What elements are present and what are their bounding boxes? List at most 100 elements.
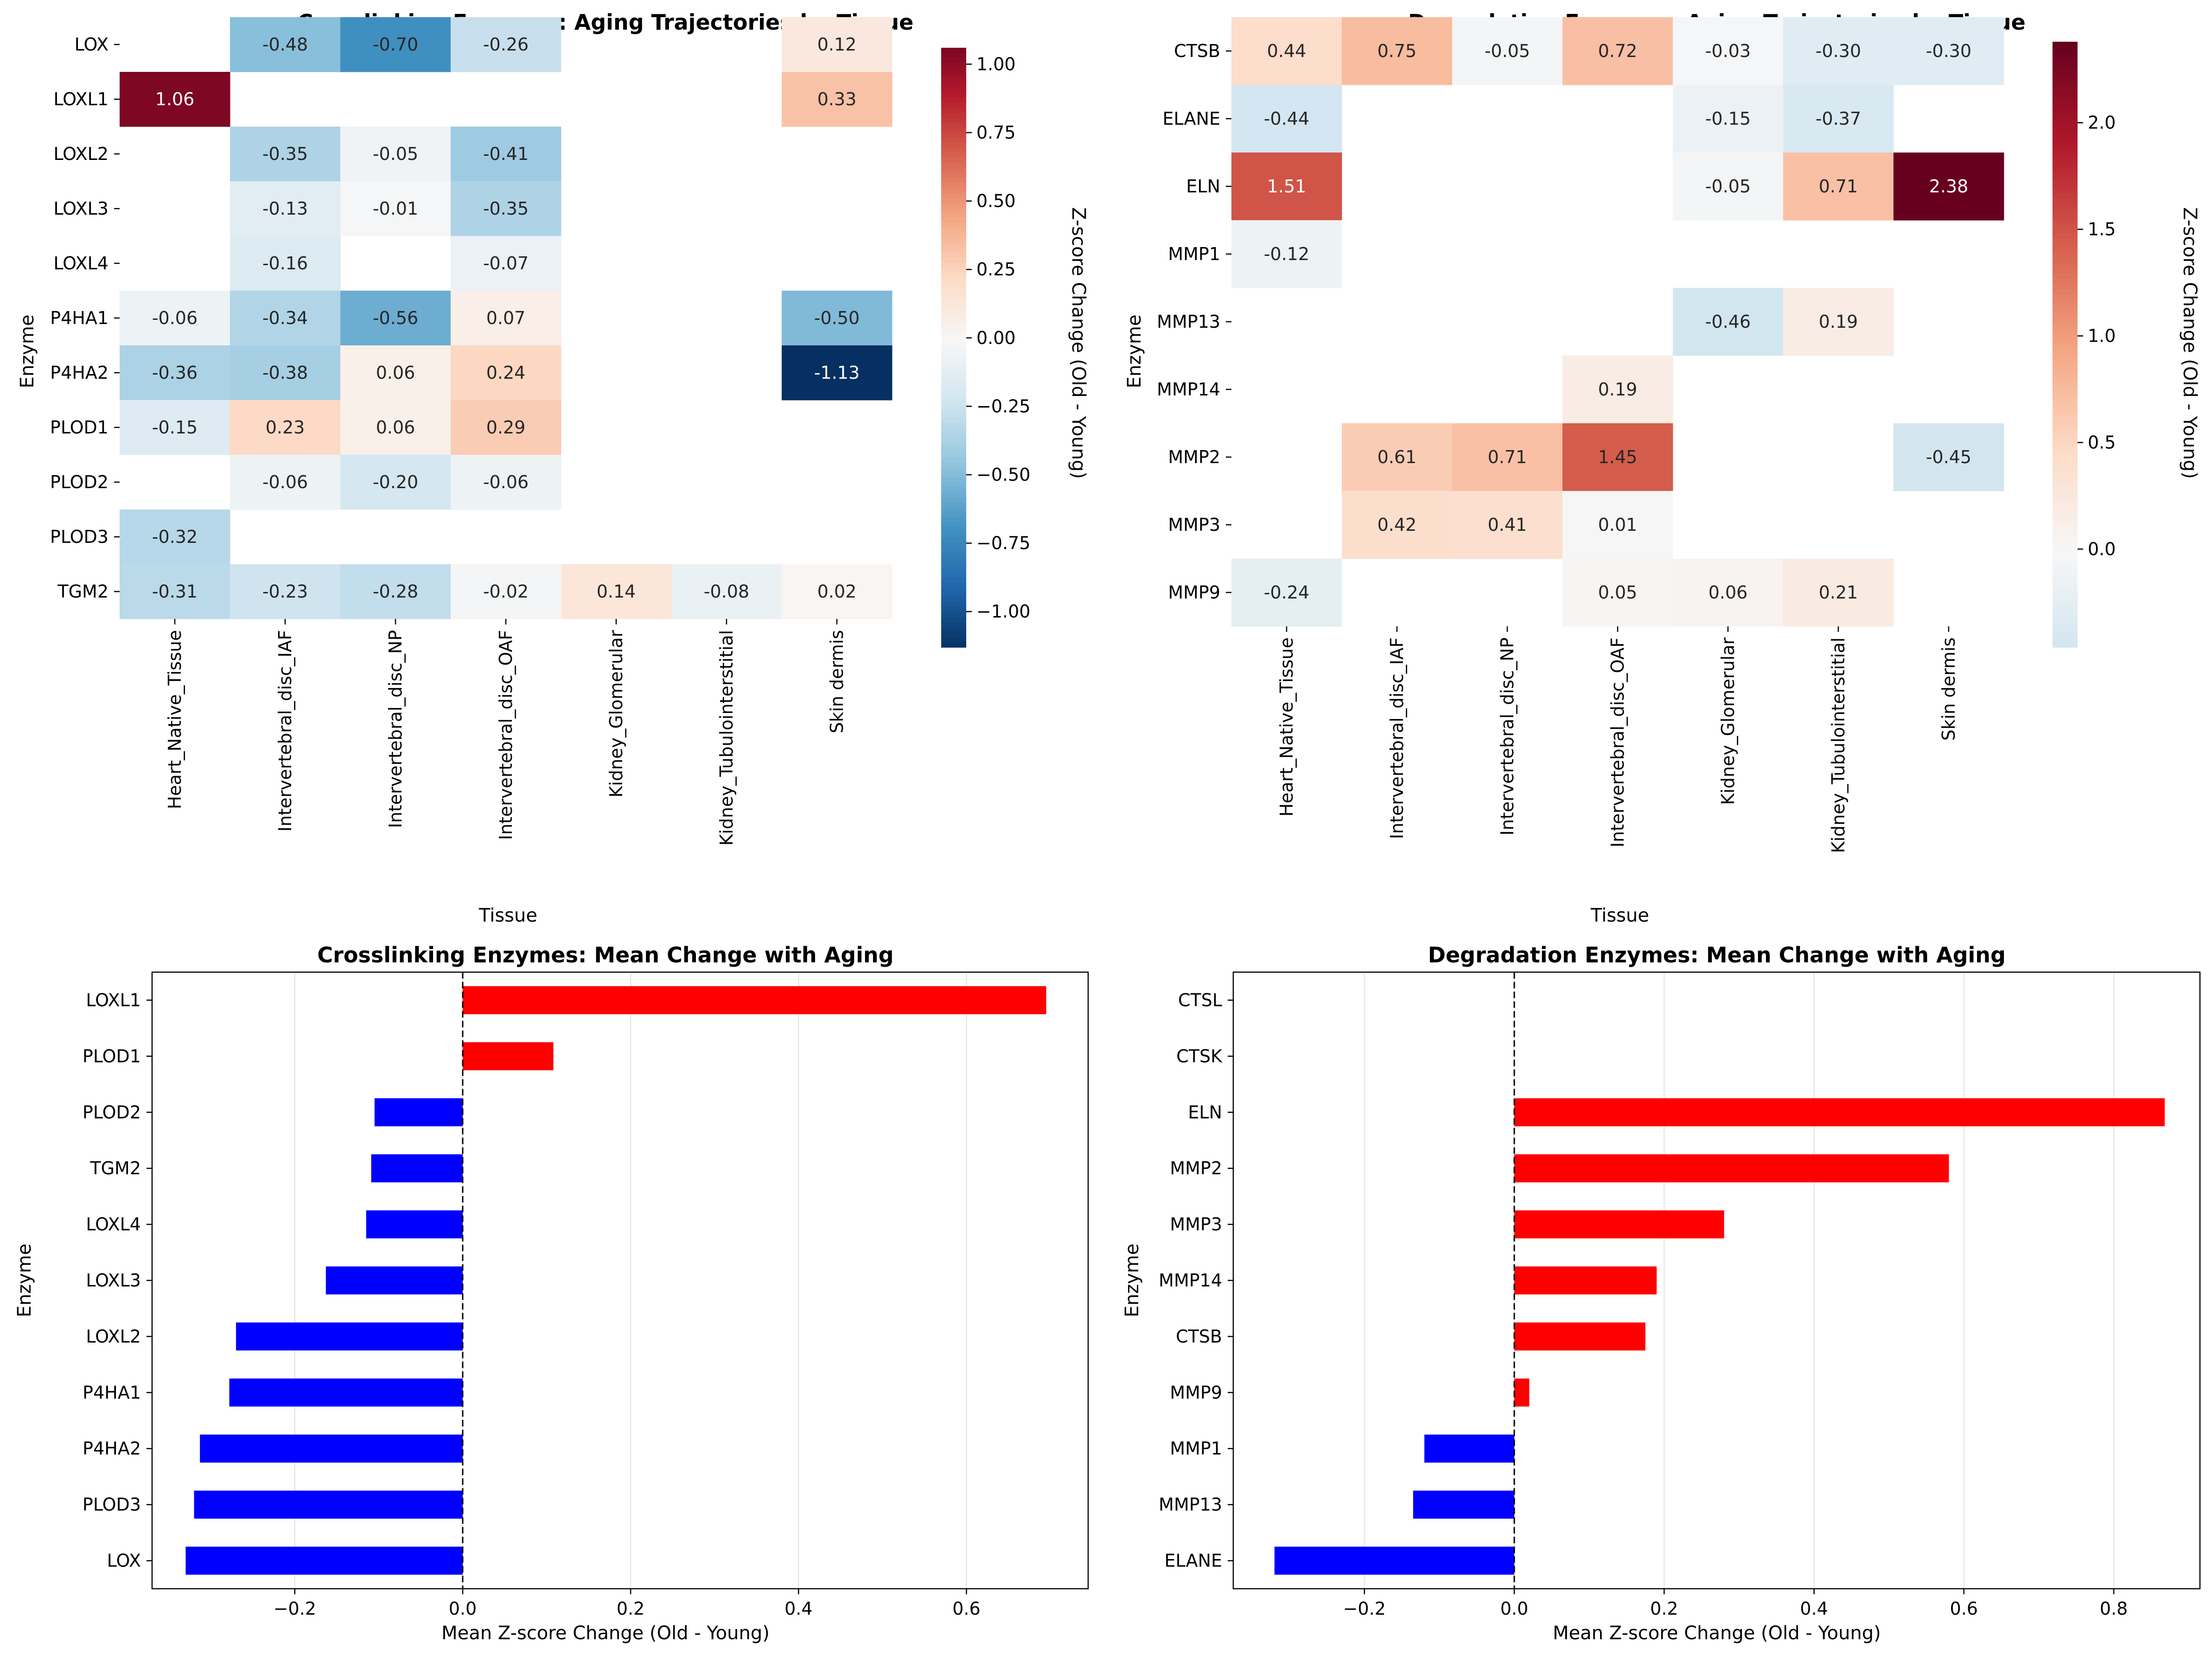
heatmap-cell-loxl3-intervertebral-disc-np [340, 181, 451, 236]
degradation-heatmap-row-ticks: CTSB ELANE ELN MMP1 MMP13 MMP14 MMP2 MMP3 MMP9 [1157, 41, 1231, 603]
colorbar-segment [941, 552, 966, 558]
heatmap-cell-label: -0.07 [483, 253, 529, 274]
heatmap-cell-mmp13-kidney-tubulointerstitial [1783, 288, 1894, 356]
row-tick-label: MMP3 [1168, 515, 1220, 535]
heatmap-cell-p4ha1-skin-dermis [782, 291, 892, 346]
colorbar-segment [941, 637, 966, 643]
row-tick-label: PLOD2 [50, 472, 108, 492]
colorbar-segment [941, 397, 966, 403]
row-tick-label: PLOD3 [50, 527, 108, 547]
colorbar-segment [2053, 344, 2078, 350]
colorbar-segment [2053, 163, 2078, 169]
colorbar-segment [2053, 617, 2078, 623]
colorbar-segment [941, 512, 966, 518]
bar-lox [185, 1547, 463, 1575]
colorbar-segment [2053, 586, 2078, 592]
colorbar-segment [941, 352, 966, 358]
heatmap-cell-p4ha2-intervertebral-disc-iaf [230, 345, 341, 401]
degradation-bar-panel: Degradation Enzymes: Mean Change with Ag… [1122, 942, 2201, 1644]
row-tick-label: LOX [75, 34, 108, 55]
heatmap-cell-loxl1-skin-dermis [782, 72, 892, 127]
heatmap-cell-label: 0.61 [1377, 447, 1417, 467]
colorbar-segment [2053, 551, 2078, 557]
heatmap-cell-loxl2-intervertebral-disc-np [340, 127, 451, 182]
colorbar-segment [941, 97, 966, 103]
heatmap-cell-label: 0.29 [486, 417, 526, 438]
colorbar-segment [2053, 642, 2078, 648]
column-tick-label: Intervertebral_disc_NP [385, 630, 406, 828]
heatmap-cell-ctsb-intervertebral-disc-iaf [1342, 17, 1453, 85]
colorbar-segment [941, 642, 966, 648]
heatmap-cell-label: 0.72 [1598, 41, 1638, 61]
column-tick-label: Skin dermis [827, 630, 847, 733]
heatmap-cell-label: -0.26 [483, 34, 529, 55]
colorbar-segment [2053, 158, 2078, 164]
colorbar-segment [941, 282, 966, 288]
colorbar-segment [2053, 339, 2078, 345]
colorbar-segment [941, 102, 966, 108]
colorbar-segment [941, 427, 966, 433]
bar-loxl2 [236, 1322, 463, 1351]
colorbar-segment [941, 612, 966, 618]
crosslink-colorbar-label: Z-score Change (Old - Young) [1068, 207, 1089, 479]
bar-loxl1 [462, 986, 1046, 1014]
colorbar-segment [941, 117, 966, 123]
colorbar-segment [941, 362, 966, 368]
colorbar-segment [941, 63, 966, 69]
colorbar-segment [2053, 531, 2078, 537]
heatmap-cell-lox-skin-dermis [782, 17, 892, 72]
heatmap-cell-tgm2-intervertebral-disc-np [340, 564, 451, 619]
y-tick-label: LOX [107, 1551, 141, 1571]
colorbar-segment [941, 52, 966, 58]
heatmap-cell-label: -0.48 [262, 34, 308, 55]
heatmap-cell-p4ha1-intervertebral-disc-iaf [230, 291, 341, 346]
colorbar-segment [2053, 471, 2078, 476]
colorbar-segment [2053, 82, 2078, 88]
colorbar-segment [941, 212, 966, 218]
colorbar-segment [941, 237, 966, 243]
heatmap-cell-p4ha1-intervertebral-disc-np [340, 291, 451, 346]
colorbar-segment [2053, 506, 2078, 512]
bar-mmp2 [1514, 1154, 1949, 1183]
colorbar-segment [2053, 51, 2078, 57]
heatmap-cell-label: 0.19 [1598, 379, 1638, 400]
colorbar-segment [941, 377, 966, 383]
colorbar-segment [941, 88, 966, 93]
colorbar-tick-label: −1.00 [976, 601, 1030, 622]
heatmap-cell-elane-kidney-glomerular [1673, 85, 1784, 153]
heatmap-cell-label: -0.44 [1264, 108, 1309, 129]
colorbar-segment [2053, 602, 2078, 607]
colorbar-segment [941, 122, 966, 128]
colorbar-segment [941, 342, 966, 348]
colorbar-segment [2053, 561, 2078, 567]
colorbar-segment [2053, 571, 2078, 577]
bar-loxl3 [325, 1266, 463, 1295]
column-tick-label: Heart_Native_Tissue [165, 630, 185, 809]
colorbar-segment [2053, 208, 2078, 214]
heatmap-cell-loxl2-intervertebral-disc-oaf [451, 127, 561, 182]
heatmap-cell-label: -0.13 [262, 198, 308, 219]
colorbar-tick-label: 0.75 [976, 122, 1016, 143]
heatmap-cell-elane-kidney-tubulointerstitial [1783, 85, 1894, 153]
heatmap-cell-ctsb-intervertebral-disc-np [1452, 17, 1563, 85]
crosslink-bar-xlabel: Mean Z-score Change (Old - Young) [441, 1623, 770, 1644]
heatmap-cell-lox-intervertebral-disc-iaf [230, 17, 341, 72]
colorbar-segment [941, 517, 966, 523]
heatmap-cell-plod1-intervertebral-disc-np [340, 400, 451, 455]
colorbar-segment [941, 472, 966, 478]
colorbar-segment [2053, 359, 2078, 365]
heatmap-cell-label: 0.12 [817, 34, 857, 55]
colorbar-segment [2053, 172, 2078, 178]
colorbar-segment [2053, 556, 2078, 562]
colorbar-segment [941, 167, 966, 173]
colorbar-tick-label: −0.50 [976, 465, 1030, 485]
heatmap-cell-label: -0.36 [152, 363, 198, 383]
colorbar-segment [2053, 268, 2078, 274]
row-tick-label: CTSB [1174, 41, 1220, 61]
colorbar-segment [941, 382, 966, 388]
colorbar-segment [941, 92, 966, 98]
heatmap-cell-label: 0.71 [1488, 447, 1527, 467]
heatmap-cell-mmp3-intervertebral-disc-np [1452, 491, 1563, 559]
column-tick-label: Intervertebral_disc_IAF [1387, 637, 1407, 839]
row-tick-label: LOXL1 [53, 89, 108, 109]
